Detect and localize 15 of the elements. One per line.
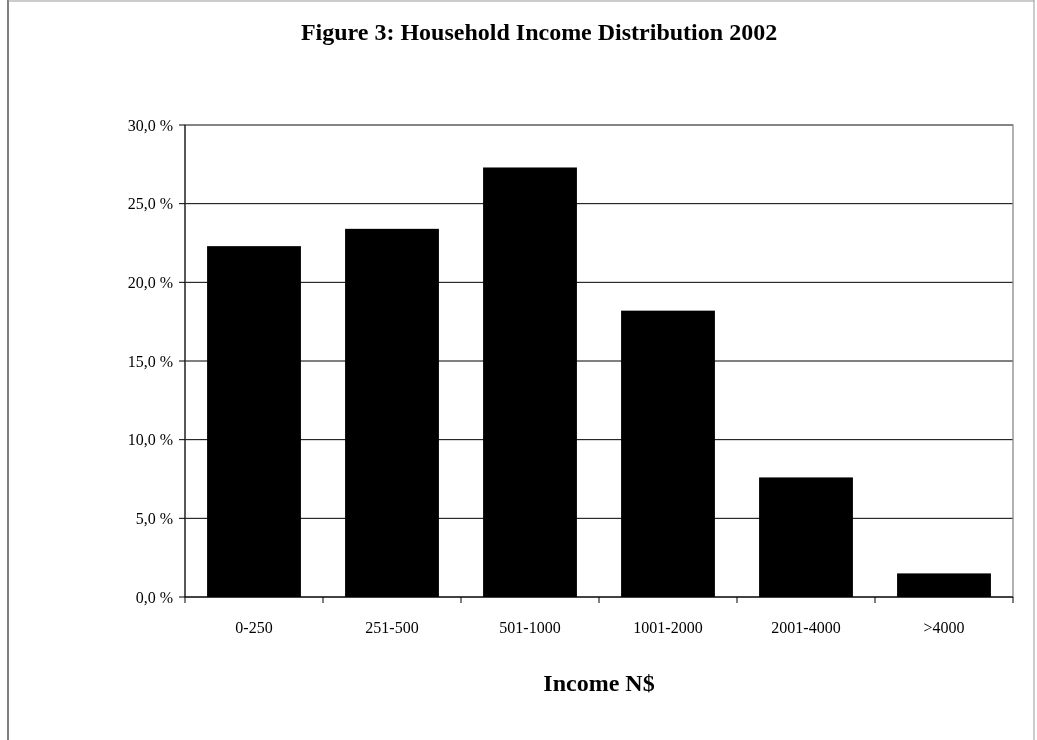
x-tick-label: 0-250 bbox=[235, 619, 273, 636]
x-axis-title: Income N$ bbox=[543, 670, 655, 696]
x-tick-label: 2001-4000 bbox=[771, 619, 841, 636]
x-tick-label: 1001-2000 bbox=[633, 619, 703, 636]
x-tick-label: 251-500 bbox=[365, 619, 419, 636]
y-tick-label: 5,0 % bbox=[135, 509, 173, 527]
y-tick-label: 20,0 % bbox=[127, 273, 173, 291]
y-tick-label: 15,0 % bbox=[127, 352, 173, 370]
y-tick-label: 10,0 % bbox=[127, 431, 173, 449]
y-tick-label: 25,0 % bbox=[127, 195, 173, 213]
x-tick-label: >4000 bbox=[923, 619, 965, 636]
chart-title: Figure 3: Household Income Distribution 2002 bbox=[300, 19, 778, 45]
x-tick-label: 501-1000 bbox=[499, 619, 561, 636]
y-tick-label: 30,0 % bbox=[127, 116, 173, 134]
y-tick-label: 0,0 % bbox=[135, 588, 173, 606]
